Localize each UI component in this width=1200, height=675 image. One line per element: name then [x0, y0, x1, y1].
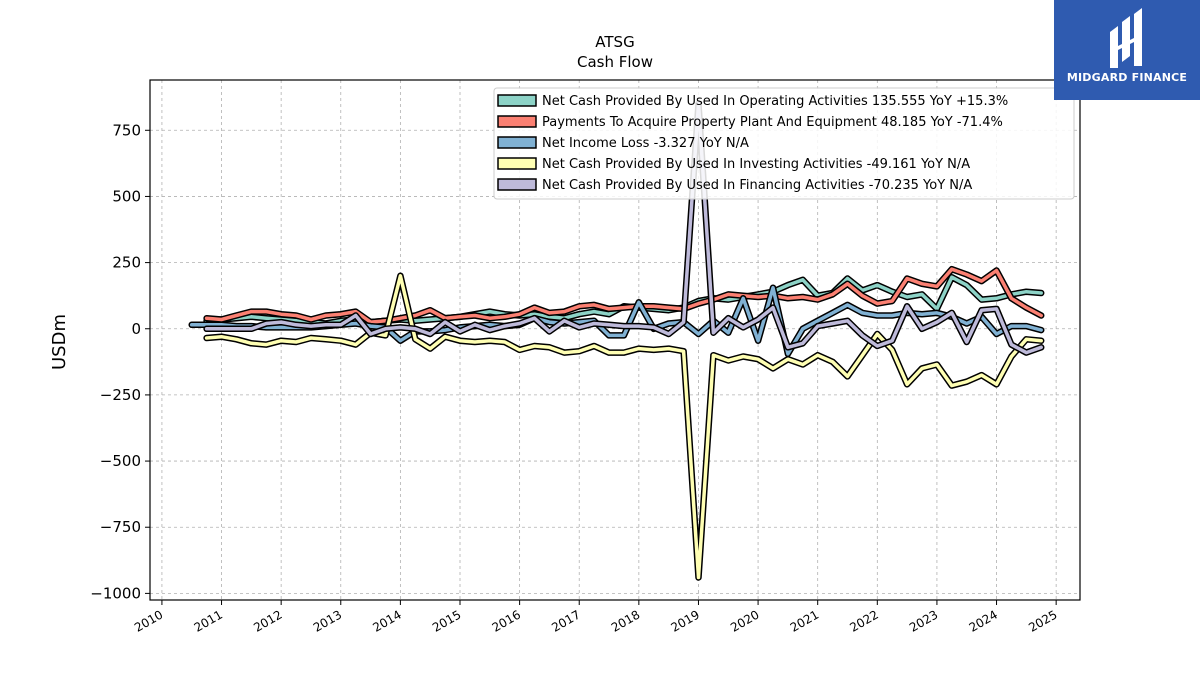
y-tick-label: −750	[100, 518, 141, 536]
legend-box	[493, 87, 1075, 200]
x-tick-label: 2018	[609, 607, 642, 634]
legend-swatch-4	[497, 178, 537, 191]
y-tick-label: −250	[100, 386, 141, 404]
legend-swatch-2	[497, 136, 537, 149]
brand-logo: MIDGARD FINANCE	[1054, 0, 1200, 100]
x-tick-label: 2015	[430, 607, 463, 634]
series-line-1	[204, 267, 1043, 324]
y-tick-label: 0	[131, 320, 141, 338]
legend-label-1: Payments To Acquire Property Plant And E…	[542, 115, 1003, 130]
x-tick-label: 2020	[728, 607, 761, 634]
x-tick-label: 2021	[788, 607, 821, 634]
x-tick-label: 2023	[907, 607, 940, 634]
x-tick-label: 2010	[132, 607, 165, 634]
x-tick-label: 2019	[669, 607, 702, 634]
x-tick-label: 2017	[549, 607, 582, 634]
legend-swatch-0	[497, 94, 537, 107]
y-axis-label: USDm	[49, 314, 70, 370]
x-tick-label: 2014	[370, 607, 403, 634]
legend-label-2: Net Income Loss -3.327 YoY N/A	[542, 136, 749, 151]
chart-subtitle: Cash Flow	[577, 53, 653, 71]
y-axis: −1000 −750 −500 −250 0 250 500 750	[90, 121, 150, 602]
chart-title: ATSG	[595, 33, 634, 51]
legend-swatch-3	[497, 157, 537, 170]
legend-label-3: Net Cash Provided By Used In Investing A…	[542, 157, 970, 172]
x-axis: 2010 2011 2012 2013 2014 2015 2016 2017 2018 2019…	[132, 600, 1060, 635]
x-tick-label: 2011	[192, 607, 225, 634]
legend: Net Cash Provided By Used In Operating A…	[493, 87, 1075, 200]
x-tick-label: 2024	[967, 607, 1000, 634]
y-tick-label: 250	[112, 254, 141, 272]
series-line-3	[204, 274, 1043, 580]
series-line-4	[204, 102, 1043, 355]
brand-name: MIDGARD FINANCE	[1066, 71, 1188, 84]
legend-swatch-1	[497, 115, 537, 128]
legend-label-4: Net Cash Provided By Used In Financing A…	[542, 178, 972, 193]
plot-frame	[149, 79, 1081, 601]
x-tick-label: 2022	[847, 607, 880, 634]
x-tick-label: 2012	[251, 607, 284, 634]
y-tick-label: 500	[112, 187, 141, 205]
y-tick-label: −500	[100, 452, 141, 470]
x-tick-label: 2016	[490, 607, 523, 634]
y-tick-label: −1000	[90, 584, 141, 602]
legend-label-0: Net Cash Provided By Used In Operating A…	[542, 94, 1008, 109]
y-tick-label: 750	[112, 121, 141, 139]
x-tick-label: 2013	[311, 607, 344, 634]
series-lines	[188, 100, 1045, 581]
midgard-logo-icon	[1110, 8, 1142, 68]
x-tick-label: 2025	[1026, 607, 1059, 634]
